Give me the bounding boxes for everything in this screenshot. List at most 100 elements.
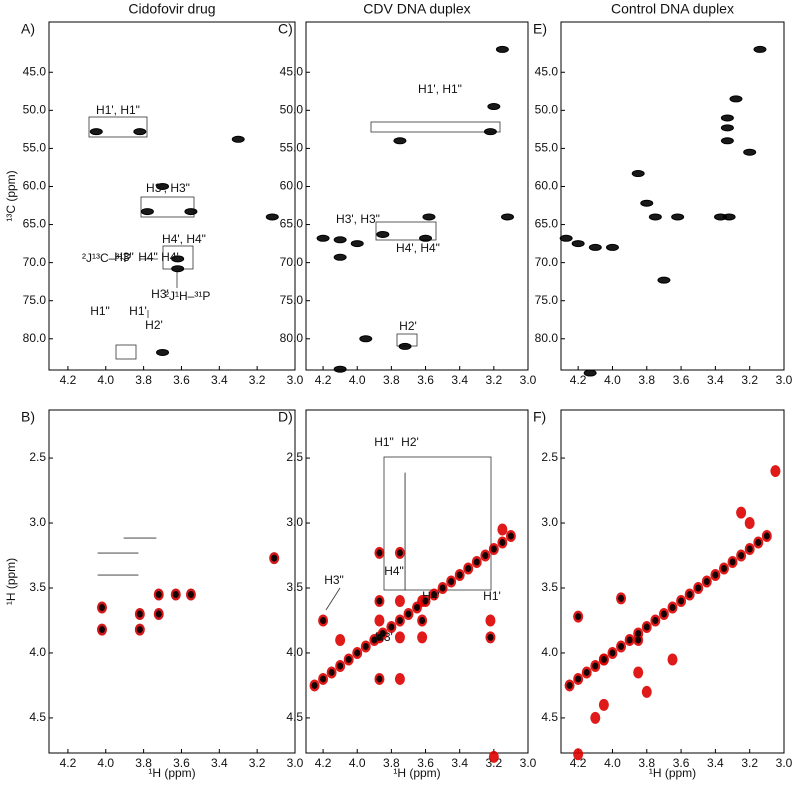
peak	[720, 114, 734, 122]
peak	[678, 597, 685, 605]
peak	[729, 558, 736, 566]
peak	[488, 750, 499, 763]
y-axis-label: ¹H (ppm)	[4, 558, 18, 605]
peak	[398, 342, 412, 350]
peak	[626, 636, 633, 644]
assignment-box	[88, 116, 148, 138]
peak-annotation: H3', H3"	[146, 181, 190, 195]
peak-annotation: H4'	[422, 589, 440, 603]
peak	[643, 623, 650, 631]
leader-line	[325, 587, 341, 611]
peak	[448, 578, 455, 585]
panel-label: A)	[21, 21, 35, 37]
peak	[184, 208, 198, 216]
peak	[394, 631, 405, 644]
peak	[507, 532, 514, 540]
x-tick-label: 4.0	[97, 756, 114, 770]
y-tick-label: 60.0	[23, 179, 47, 193]
peak	[763, 532, 770, 540]
y-tick-label: 2.5	[29, 450, 46, 464]
x-tick-label: 3.0	[776, 373, 793, 387]
peak-annotation: H4', H4"	[162, 232, 206, 246]
peak	[770, 465, 781, 478]
peak	[631, 170, 645, 178]
x-tick-label: 3.2	[741, 373, 758, 387]
x-tick-label: 3.6	[173, 373, 190, 387]
y-tick-label: 75.0	[535, 293, 559, 307]
peak	[657, 276, 671, 284]
x-tick-label: 4.2	[570, 373, 587, 387]
panel-label: F)	[533, 409, 546, 425]
assignment-box	[115, 344, 137, 360]
peak	[376, 230, 390, 238]
x-tick-label: 4.0	[97, 373, 114, 387]
peak	[566, 681, 573, 689]
peak	[133, 128, 147, 136]
plot-frame	[305, 409, 529, 754]
peak	[311, 681, 318, 689]
peak	[588, 243, 602, 251]
peak	[722, 213, 736, 221]
peak	[720, 137, 734, 145]
peak	[482, 552, 489, 560]
assignment-box	[140, 196, 195, 218]
peak-annotation: H3"	[114, 250, 134, 264]
peak	[155, 590, 162, 598]
peak	[671, 213, 685, 221]
plot-frame	[305, 21, 529, 371]
peak	[746, 545, 753, 553]
y-tick-label: 60.0	[535, 179, 559, 193]
peak	[345, 655, 352, 663]
peak-annotation: H3'	[375, 630, 393, 644]
peak	[598, 698, 609, 711]
peak	[335, 633, 346, 646]
y-tick-label: 65.0	[23, 217, 47, 231]
peak	[98, 626, 105, 634]
peak	[736, 506, 747, 519]
peak	[371, 636, 378, 644]
peak	[483, 128, 497, 136]
peak	[98, 603, 105, 611]
peak	[744, 517, 755, 530]
peak	[376, 633, 383, 641]
y-tick-label: 50.0	[280, 103, 304, 117]
y-tick-label: 4.5	[541, 710, 558, 724]
peak	[495, 45, 509, 53]
peak-annotation: H1"	[374, 435, 394, 449]
peak	[501, 213, 515, 221]
x-tick-label: 4.2	[315, 756, 332, 770]
x-tick-label: 3.2	[249, 373, 266, 387]
peak	[337, 662, 344, 670]
x-tick-label: 3.0	[520, 373, 537, 387]
x-tick-label: 3.0	[776, 756, 793, 770]
peak	[755, 539, 762, 547]
peak-annotation: H1'	[129, 304, 147, 318]
peak	[417, 631, 428, 644]
y-tick-label: 80.0	[280, 331, 304, 345]
peak	[571, 240, 585, 248]
peak	[396, 549, 403, 557]
peak	[559, 234, 573, 242]
peak	[136, 610, 143, 618]
y-tick-label: 80.0	[535, 331, 559, 345]
x-tick-label: 4.0	[349, 373, 366, 387]
peak	[156, 182, 170, 190]
peak	[405, 610, 412, 618]
plot-frame	[48, 21, 296, 371]
peak-annotation: ²J¹H–³¹P	[165, 289, 210, 303]
y-tick-label: 45.0	[280, 64, 304, 78]
x-tick-label: 3.8	[638, 756, 655, 770]
peak	[669, 603, 676, 611]
peak	[573, 748, 584, 761]
peak-annotation: H1', H1"	[418, 82, 462, 96]
x-tick-label: 4.2	[60, 373, 77, 387]
peak	[485, 614, 496, 627]
peak-annotation: H2'	[399, 319, 417, 333]
y-tick-label: 3.5	[541, 580, 558, 594]
peak	[231, 135, 245, 143]
peak	[648, 213, 662, 221]
x-tick-label: 3.0	[287, 756, 304, 770]
peak	[172, 590, 179, 598]
peak	[333, 253, 347, 261]
peak	[473, 558, 480, 566]
